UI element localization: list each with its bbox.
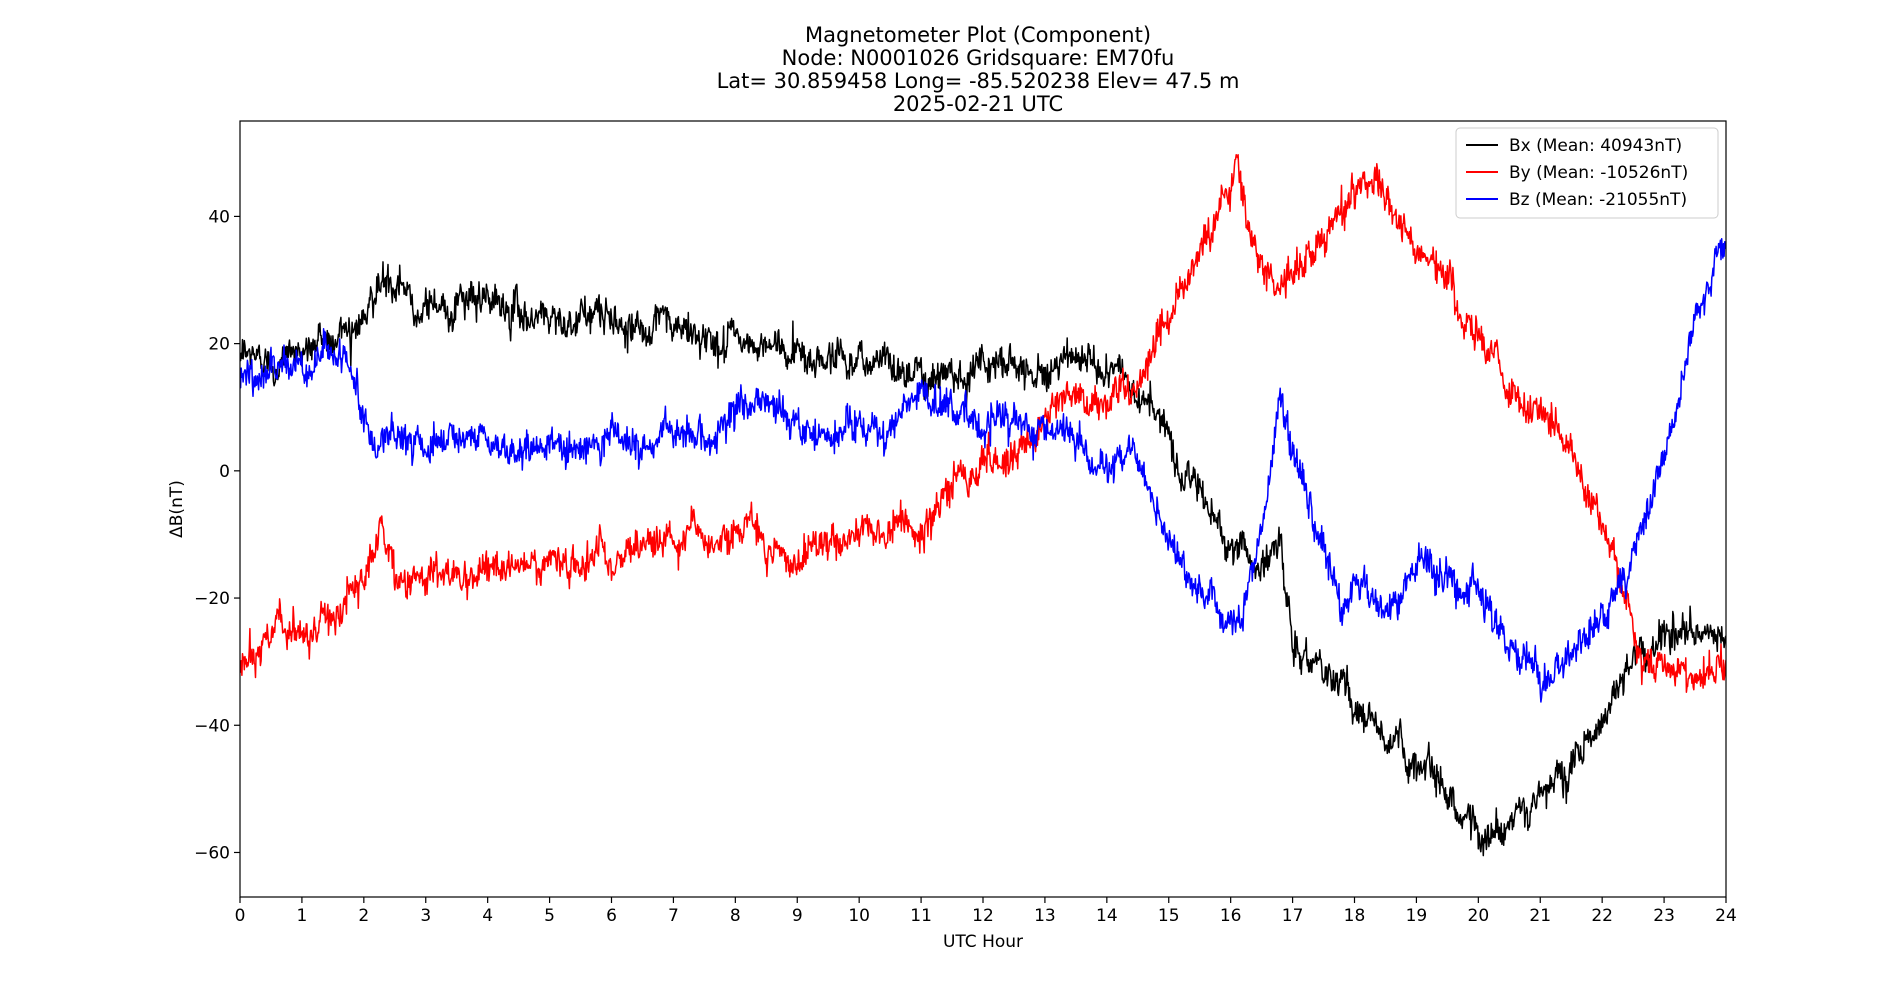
legend-entry: By (Mean: -10526nT) — [1509, 163, 1688, 183]
x-tick-label: 3 — [420, 906, 431, 926]
y-tick-label: 40 — [208, 207, 230, 227]
x-tick-label: 24 — [1715, 906, 1737, 926]
x-tick-label: 20 — [1468, 906, 1490, 926]
legend-entry: Bx (Mean: 40943nT) — [1509, 136, 1682, 156]
x-tick-label: 14 — [1096, 906, 1118, 926]
y-tick-label: −60 — [194, 843, 230, 863]
x-tick-label: 5 — [544, 906, 555, 926]
title-line-2: Node: N0001026 Gridsquare: EM70fu — [782, 46, 1175, 70]
y-axis-ticks: −60 −40 −20 0 20 40 — [194, 207, 240, 863]
title-line-4: 2025-02-21 UTC — [893, 92, 1063, 116]
x-tick-label: 7 — [668, 906, 679, 926]
legend: Bx (Mean: 40943nT) By (Mean: -10526nT) Bz … — [1455, 127, 1719, 219]
legend-entry: Bz (Mean: -21055nT) — [1509, 190, 1687, 210]
x-tick-label: 10 — [848, 906, 870, 926]
y-tick-label: −40 — [194, 716, 230, 736]
title-line-3: Lat= 30.859458 Long= -85.520238 Elev= 47… — [717, 69, 1240, 93]
y-tick-label: −20 — [194, 589, 230, 609]
x-tick-label: 19 — [1406, 906, 1428, 926]
series-line-by — [240, 153, 1726, 693]
x-tick-label: 9 — [792, 906, 803, 926]
x-tick-label: 15 — [1158, 906, 1180, 926]
x-tick-label: 8 — [730, 906, 741, 926]
x-tick-label: 21 — [1529, 906, 1551, 926]
x-tick-label: 13 — [1034, 906, 1056, 926]
x-tick-label: 22 — [1591, 906, 1613, 926]
x-tick-label: 17 — [1282, 906, 1304, 926]
x-tick-label: 4 — [482, 906, 493, 926]
y-tick-label: 20 — [208, 335, 230, 355]
legend-box — [1455, 127, 1719, 219]
x-tick-label: 0 — [235, 906, 246, 926]
title-line-1: Magnetometer Plot (Component) — [805, 23, 1151, 47]
series-group — [240, 153, 1726, 857]
y-tick-label: 0 — [219, 462, 230, 482]
x-tick-label: 12 — [972, 906, 994, 926]
x-tick-label: 1 — [297, 906, 308, 926]
x-tick-label: 6 — [606, 906, 617, 926]
x-tick-label: 18 — [1344, 906, 1366, 926]
series-line-bz — [240, 237, 1726, 703]
plot-frame — [239, 120, 1727, 898]
x-tick-label: 23 — [1653, 906, 1675, 926]
x-axis-ticks: 0 1 2 3 4 5 6 7 8 9 10 11 12 13 14 15 16 17 18 19 20 21 22 23 24 — [235, 897, 1737, 926]
x-tick-label: 11 — [910, 906, 932, 926]
x-axis-label: UTC Hour — [943, 932, 1023, 952]
x-tick-label: 2 — [358, 906, 369, 926]
chart-title: Magnetometer Plot (Component) Node: N000… — [717, 23, 1240, 116]
y-axis-label: ΔB(nT) — [167, 480, 187, 538]
series-line-bx — [240, 261, 1726, 857]
x-tick-label: 16 — [1220, 906, 1242, 926]
